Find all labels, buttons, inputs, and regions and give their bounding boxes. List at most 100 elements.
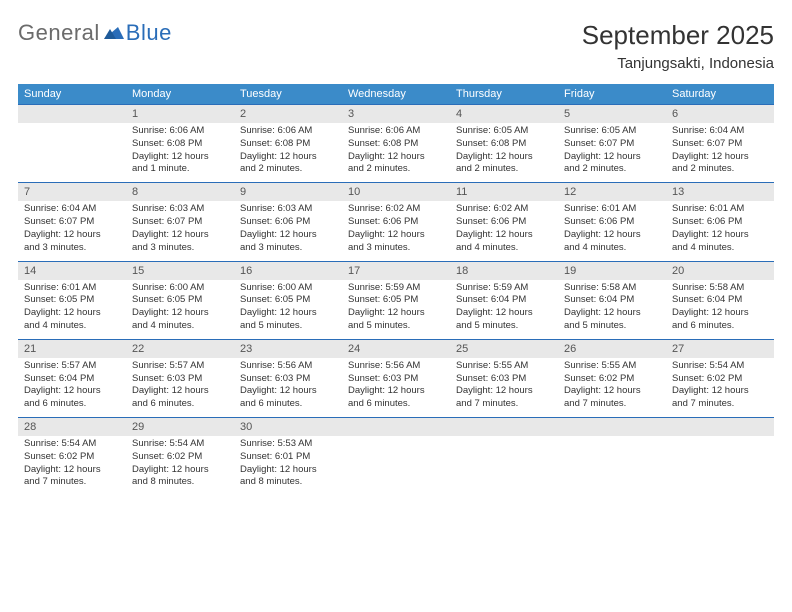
day-sr: Sunrise: 6:02 AM (456, 203, 552, 216)
day-number-cell: 25 (450, 339, 558, 358)
day-d1: Daylight: 12 hours (564, 385, 660, 398)
day-d1: Daylight: 12 hours (564, 229, 660, 242)
day-d2: and 6 minutes. (672, 320, 768, 333)
day-detail-cell: Sunrise: 6:04 AMSunset: 6:07 PMDaylight:… (666, 123, 774, 183)
day-d2: and 6 minutes. (348, 398, 444, 411)
day-d2: and 4 minutes. (456, 242, 552, 255)
day-d2: and 3 minutes. (132, 242, 228, 255)
day-d1: Daylight: 12 hours (240, 229, 336, 242)
day-detail-cell: Sunrise: 6:05 AMSunset: 6:08 PMDaylight:… (450, 123, 558, 183)
day-d1: Daylight: 12 hours (240, 151, 336, 164)
day-number-cell: 19 (558, 261, 666, 280)
day-ss: Sunset: 6:01 PM (240, 451, 336, 464)
day-number-cell: 9 (234, 183, 342, 202)
day-detail-cell (450, 436, 558, 495)
day-d1: Daylight: 12 hours (24, 385, 120, 398)
day-number-cell: 2 (234, 105, 342, 124)
day-sr: Sunrise: 6:05 AM (456, 125, 552, 138)
day-ss: Sunset: 6:02 PM (132, 451, 228, 464)
day-detail-cell: Sunrise: 6:06 AMSunset: 6:08 PMDaylight:… (234, 123, 342, 183)
day-d2: and 6 minutes. (24, 398, 120, 411)
calendar-table: SundayMondayTuesdayWednesdayThursdayFrid… (18, 84, 774, 495)
day-detail-cell: Sunrise: 5:59 AMSunset: 6:04 PMDaylight:… (450, 280, 558, 340)
day-detail-row: Sunrise: 6:06 AMSunset: 6:08 PMDaylight:… (18, 123, 774, 183)
day-detail-cell: Sunrise: 6:04 AMSunset: 6:07 PMDaylight:… (18, 201, 126, 261)
day-d2: and 7 minutes. (672, 398, 768, 411)
day-d1: Daylight: 12 hours (672, 151, 768, 164)
day-sr: Sunrise: 5:55 AM (564, 360, 660, 373)
day-detail-cell: Sunrise: 6:02 AMSunset: 6:06 PMDaylight:… (342, 201, 450, 261)
day-number-cell (18, 105, 126, 124)
logo-text-general: General (18, 20, 100, 46)
day-number-row: 21222324252627 (18, 339, 774, 358)
day-detail-cell: Sunrise: 6:05 AMSunset: 6:07 PMDaylight:… (558, 123, 666, 183)
day-number-cell: 16 (234, 261, 342, 280)
day-detail-cell (558, 436, 666, 495)
day-number-cell (666, 418, 774, 437)
day-ss: Sunset: 6:04 PM (564, 294, 660, 307)
day-ss: Sunset: 6:04 PM (24, 373, 120, 386)
day-sr: Sunrise: 5:58 AM (564, 282, 660, 295)
day-number-row: 123456 (18, 105, 774, 124)
day-sr: Sunrise: 6:01 AM (672, 203, 768, 216)
day-sr: Sunrise: 5:56 AM (240, 360, 336, 373)
logo-mark-icon (104, 23, 124, 44)
weekday-header: Friday (558, 84, 666, 105)
day-d1: Daylight: 12 hours (672, 385, 768, 398)
day-detail-row: Sunrise: 5:54 AMSunset: 6:02 PMDaylight:… (18, 436, 774, 495)
day-ss: Sunset: 6:06 PM (564, 216, 660, 229)
day-d1: Daylight: 12 hours (348, 229, 444, 242)
day-ss: Sunset: 6:08 PM (456, 138, 552, 151)
day-detail-cell: Sunrise: 6:00 AMSunset: 6:05 PMDaylight:… (234, 280, 342, 340)
day-detail-cell: Sunrise: 6:06 AMSunset: 6:08 PMDaylight:… (342, 123, 450, 183)
day-number-cell: 8 (126, 183, 234, 202)
day-sr: Sunrise: 6:01 AM (24, 282, 120, 295)
day-ss: Sunset: 6:06 PM (240, 216, 336, 229)
day-sr: Sunrise: 6:00 AM (240, 282, 336, 295)
day-ss: Sunset: 6:03 PM (132, 373, 228, 386)
day-ss: Sunset: 6:06 PM (348, 216, 444, 229)
day-detail-cell: Sunrise: 5:54 AMSunset: 6:02 PMDaylight:… (666, 358, 774, 418)
day-number-cell: 24 (342, 339, 450, 358)
day-d1: Daylight: 12 hours (132, 151, 228, 164)
day-d2: and 8 minutes. (132, 476, 228, 489)
day-ss: Sunset: 6:05 PM (348, 294, 444, 307)
day-d1: Daylight: 12 hours (132, 229, 228, 242)
day-number-cell: 28 (18, 418, 126, 437)
day-detail-cell: Sunrise: 5:58 AMSunset: 6:04 PMDaylight:… (666, 280, 774, 340)
weekday-header: Saturday (666, 84, 774, 105)
day-d2: and 2 minutes. (456, 163, 552, 176)
day-sr: Sunrise: 5:57 AM (132, 360, 228, 373)
day-number-row: 282930 (18, 418, 774, 437)
title-block: September 2025 Tanjungsakti, Indonesia (582, 20, 774, 72)
day-detail-cell: Sunrise: 6:02 AMSunset: 6:06 PMDaylight:… (450, 201, 558, 261)
day-d1: Daylight: 12 hours (132, 464, 228, 477)
day-sr: Sunrise: 6:04 AM (24, 203, 120, 216)
day-number-cell: 11 (450, 183, 558, 202)
day-d1: Daylight: 12 hours (672, 307, 768, 320)
day-number-cell: 13 (666, 183, 774, 202)
day-d2: and 6 minutes. (132, 398, 228, 411)
day-d1: Daylight: 12 hours (132, 385, 228, 398)
location: Tanjungsakti, Indonesia (582, 55, 774, 72)
day-detail-cell: Sunrise: 5:54 AMSunset: 6:02 PMDaylight:… (18, 436, 126, 495)
day-ss: Sunset: 6:08 PM (132, 138, 228, 151)
day-sr: Sunrise: 6:03 AM (132, 203, 228, 216)
day-detail-cell (666, 436, 774, 495)
day-ss: Sunset: 6:07 PM (132, 216, 228, 229)
day-ss: Sunset: 6:05 PM (132, 294, 228, 307)
day-number-cell: 21 (18, 339, 126, 358)
day-d1: Daylight: 12 hours (456, 151, 552, 164)
day-detail-cell: Sunrise: 5:53 AMSunset: 6:01 PMDaylight:… (234, 436, 342, 495)
day-detail-row: Sunrise: 6:01 AM Sunset: 6:05 PM Daylight:… (18, 280, 774, 340)
day-ss: Sunset: 6:07 PM (564, 138, 660, 151)
day-number-cell: 6 (666, 105, 774, 124)
day-sr: Sunrise: 6:06 AM (132, 125, 228, 138)
day-number-cell (342, 418, 450, 437)
day-number-cell: 5 (558, 105, 666, 124)
day-sr: Sunrise: 5:57 AM (24, 360, 120, 373)
day-d1: Daylight: 12 hours (240, 307, 336, 320)
day-sr: Sunrise: 5:59 AM (348, 282, 444, 295)
day-number-cell: 7 (18, 183, 126, 202)
day-number-cell: 23 (234, 339, 342, 358)
